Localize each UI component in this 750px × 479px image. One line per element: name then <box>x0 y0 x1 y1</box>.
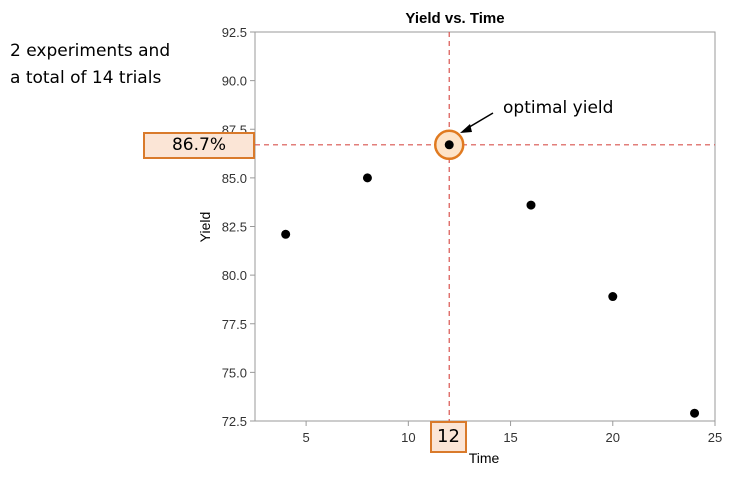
x-tick-label: 10 <box>401 430 415 445</box>
x-tick-label: 25 <box>708 430 722 445</box>
x-tick-label: 5 <box>302 430 309 445</box>
experiment-note: 2 experiments and a total of 14 trials <box>10 38 210 92</box>
data-points <box>281 140 700 418</box>
optimal-yield-callout: 86.7% <box>143 132 255 159</box>
data-point <box>281 229 291 239</box>
y-tick-label: 75.0 <box>222 365 247 380</box>
y-tick-label: 77.5 <box>222 317 247 332</box>
x-axis-label: Time <box>469 450 500 466</box>
data-point <box>690 408 700 418</box>
data-point <box>444 140 454 150</box>
note-line-1: 2 experiments and <box>10 41 171 61</box>
x-tick-label: 20 <box>606 430 620 445</box>
y-tick-label: 82.5 <box>222 220 247 235</box>
data-point <box>362 173 372 183</box>
y-tick-label: 72.5 <box>222 414 247 429</box>
x-tick-label: 15 <box>503 430 517 445</box>
y-tick-label: 85.0 <box>222 171 247 186</box>
data-point <box>526 200 536 210</box>
y-tick-label: 80.0 <box>222 268 247 283</box>
y-tick-label: 90.0 <box>222 74 247 89</box>
optimal-time-callout: 12 <box>430 421 467 453</box>
y-tick-label: 92.5 <box>222 25 247 40</box>
plot-frame <box>254 31 716 422</box>
note-line-2: a total of 14 trials <box>10 68 162 88</box>
x-axis-ticks: 5 10 15 20 25 <box>302 421 722 445</box>
data-point <box>608 292 618 302</box>
y-axis-label: Yield <box>197 212 213 243</box>
annotation-arrowhead <box>460 124 472 133</box>
chart-title: Yield vs. Time <box>405 10 504 27</box>
y-axis-ticks: 72.575.077.580.082.585.087.590.092.5 <box>222 25 255 429</box>
optimal-yield-annotation: optimal yield <box>503 98 614 118</box>
